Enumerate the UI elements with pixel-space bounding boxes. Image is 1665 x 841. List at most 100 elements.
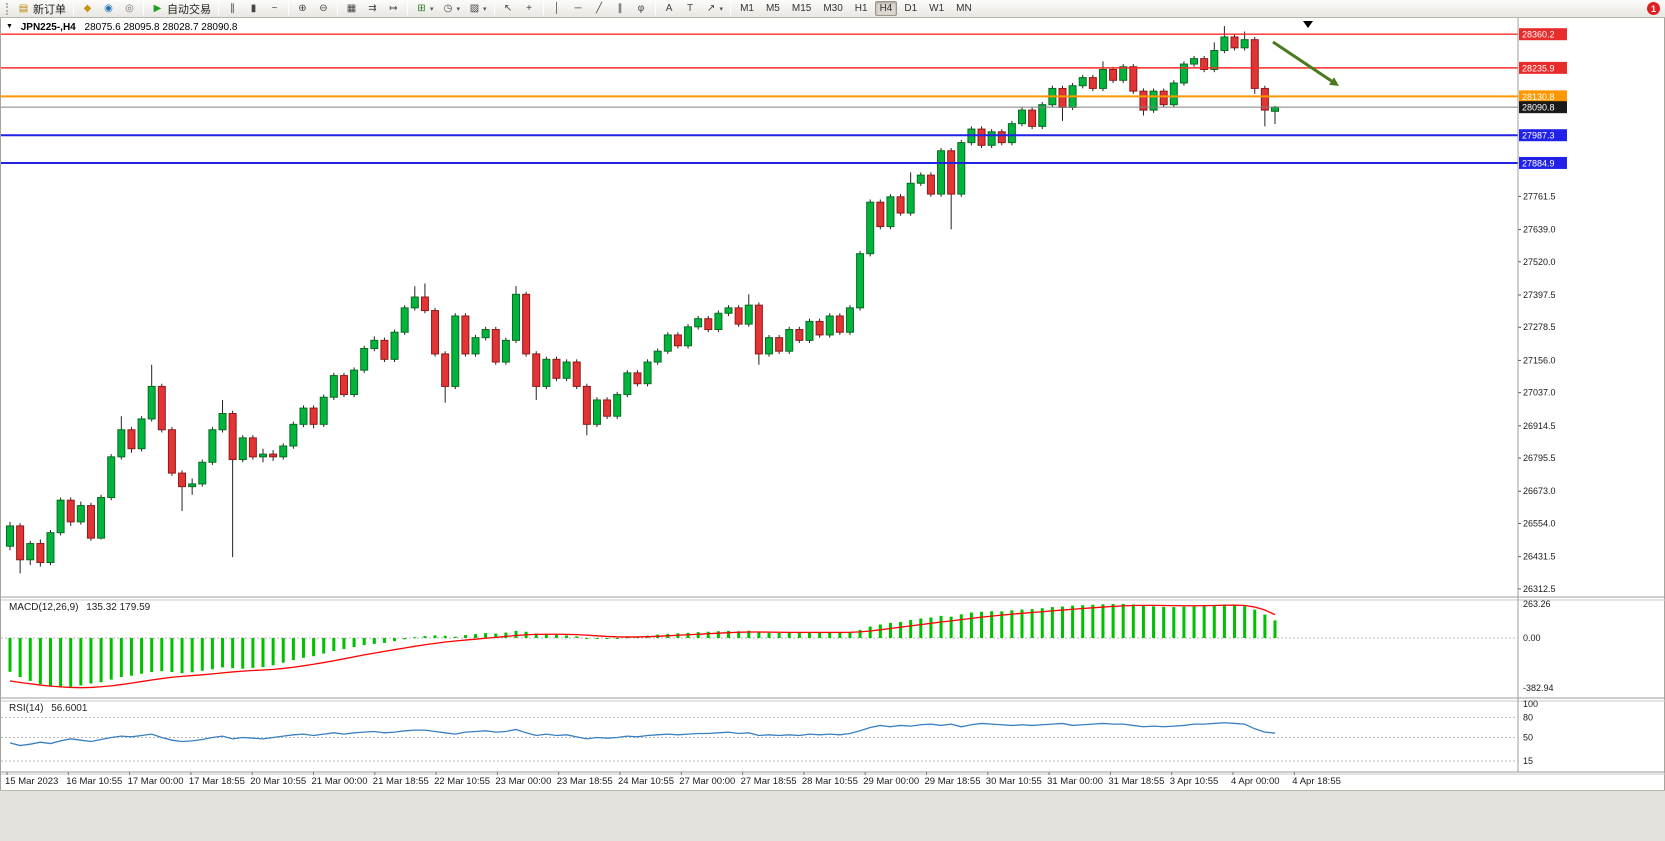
- auto-scroll-button[interactable]: ⇉: [362, 1, 383, 17]
- main-toolbar: ▤ 新订单 ◆ ◉ ◎ ▶ 自动交易 ∥ ▮ ~ ⊕ ⊖ ▦ ⇉ ↦ ⊞ ▾ ◷ ▾ ▨ ▾ ↖ + │ ─ ╱ ∥ φ A T ↗ ▾ M1…: [0, 0, 1665, 18]
- equidistant-channel-button[interactable]: ∥: [610, 1, 631, 17]
- macd-axis-label: 0.00: [1523, 633, 1541, 643]
- timeframe-m1-button[interactable]: M1: [735, 1, 759, 16]
- price-tick-label: 27156.0: [1523, 355, 1556, 365]
- rsi-axis-label: 50: [1523, 733, 1533, 743]
- dropdown-arrow-icon: ▾: [456, 5, 461, 13]
- time-axis-label: 21 Mar 18:55: [373, 776, 429, 787]
- timeframe-d1-button[interactable]: D1: [899, 1, 922, 16]
- rsi-axis-label: 80: [1523, 712, 1533, 722]
- time-axis-label: 4 Apr 18:55: [1292, 776, 1341, 787]
- dropdown-arrow-icon: ▾: [430, 5, 434, 13]
- vertical-line-button[interactable]: │: [547, 1, 568, 17]
- text-label-button[interactable]: T: [680, 1, 701, 17]
- resistance-line-28235-label-box: [1519, 61, 1567, 74]
- crosshair-button[interactable]: +: [519, 1, 540, 17]
- rsi-axis-label: 100: [1523, 699, 1538, 709]
- price-tick-label: 26673.0: [1523, 486, 1556, 496]
- trendline-button[interactable]: ╱: [589, 1, 610, 17]
- line-chart-button[interactable]: ~: [264, 1, 285, 17]
- toolbar-separator: [337, 2, 338, 15]
- candlestick-series[interactable]: [6, 26, 1279, 574]
- templates-icon: ▨: [469, 3, 480, 14]
- time-axis[interactable]: 15 Mar 2023 16 Mar 10:55 17 Mar 00:00 17 Ma…: [5, 772, 1341, 787]
- price-tick-label: 26554.0: [1523, 518, 1556, 528]
- resistance-line-28235-price-label: 28235.9: [1522, 63, 1555, 73]
- text-button[interactable]: A: [659, 1, 680, 17]
- price-axis[interactable]: 27761.5 27639.0 27520.0 27397.5 27278.5 27156…: [1518, 191, 1556, 594]
- timeframe-w1-button[interactable]: W1: [924, 1, 949, 16]
- crosshair-icon: +: [526, 3, 532, 14]
- toolbar-separator: [542, 2, 544, 15]
- timeframe-m15-button[interactable]: M15: [787, 1, 816, 16]
- toolbar-separator: [73, 2, 74, 15]
- macd-axis-label: 263.26: [1523, 599, 1551, 609]
- support-line-27884-label-box: [1519, 156, 1567, 169]
- rsi-indicator-value: 56.6001: [51, 703, 88, 714]
- toolbar-separator: [654, 2, 656, 15]
- toolbar-button-groups: ▤ 新订单 ◆ ◉ ◎ ▶ 自动交易 ∥ ▮ ~ ⊕ ⊖ ▦ ⇉ ↦ ⊞ ▾ ◷ ▾ ▨ ▾ ↖ + │ ─ ╱ ∥ φ A T ↗ ▾: [13, 0, 727, 18]
- new-order-button[interactable]: ▤ 新订单: [13, 1, 70, 17]
- time-axis-label: 29 Mar 00:00: [863, 776, 919, 787]
- time-axis-label: 22 Mar 10:55: [434, 776, 490, 787]
- tile-windows-button[interactable]: ▦: [341, 1, 362, 17]
- periods-icon: ◷: [443, 3, 453, 14]
- templates-button[interactable]: ▨ ▾: [464, 1, 491, 17]
- horizontal-line-button[interactable]: ─: [568, 1, 589, 17]
- toolbar-grip[interactable]: [6, 2, 10, 15]
- price-tick-label: 27520.0: [1523, 257, 1556, 267]
- time-axis-label: 27 Mar 18:55: [741, 776, 797, 787]
- chart-title-bar: ▼ JPN225-,H4 28075.6 28095.8 28028.7 280…: [6, 22, 237, 33]
- new-order-label: 新订单: [33, 3, 66, 16]
- chart-symbol-period: JPN225-,H4: [20, 22, 76, 33]
- time-axis-label: 31 Mar 00:00: [1047, 776, 1103, 787]
- timeframe-mn-button[interactable]: MN: [951, 1, 977, 16]
- bar-chart-button[interactable]: ∥: [222, 1, 243, 17]
- vertical-line-icon: │: [553, 3, 561, 14]
- resistance-line-28360-price-label: 28360.2: [1522, 30, 1555, 40]
- trend-arrow-annotation[interactable]: [1272, 40, 1339, 86]
- toolbar-separator: [407, 2, 408, 15]
- horizontal-line-icon: ─: [574, 3, 582, 14]
- auto-trading-label: 自动交易: [167, 3, 211, 16]
- indicators-button[interactable]: ⊞ ▾: [411, 1, 438, 17]
- info-icon-button[interactable]: ◎: [119, 1, 140, 17]
- time-axis-label: 30 Mar 10:55: [986, 776, 1042, 787]
- toolbar-separator: [288, 2, 289, 15]
- macd-indicator-label: MACD(12,26,9): [9, 602, 79, 613]
- market-icon-button[interactable]: ◆: [77, 1, 98, 17]
- community-icon-button[interactable]: ◉: [98, 1, 119, 17]
- candlestick-chart-button[interactable]: ▮: [243, 1, 264, 17]
- periods-button[interactable]: ◷ ▾: [438, 1, 465, 17]
- price-tick-label: 27639.0: [1523, 225, 1556, 235]
- timeframe-m30-button[interactable]: M30: [818, 1, 847, 16]
- text-label-icon: T: [686, 3, 694, 14]
- time-axis-label: 20 Mar 10:55: [250, 776, 306, 787]
- one-click-collapse-icon[interactable]: ▼: [6, 23, 13, 30]
- rsi-axis-label: 15: [1523, 756, 1533, 766]
- window-bottom-area: [0, 790, 1665, 841]
- zoom-in-button[interactable]: ⊕: [292, 1, 313, 17]
- price-tick-label: 26795.5: [1523, 453, 1556, 463]
- auto-trading-button[interactable]: ▶ 自动交易: [147, 1, 215, 17]
- chart-shift-button[interactable]: ↦: [383, 1, 404, 17]
- dropdown-arrow-icon: ▾: [483, 5, 487, 13]
- price-tick-label: 27037.0: [1523, 388, 1556, 398]
- timeframe-m5-button[interactable]: M5: [761, 1, 785, 16]
- text-icon: A: [665, 3, 673, 14]
- chart-shift-marker-icon[interactable]: [1303, 21, 1313, 28]
- fibonacci-button[interactable]: φ: [631, 1, 652, 17]
- arrows-button[interactable]: ↗ ▾: [701, 1, 728, 17]
- timeframe-h4-button[interactable]: H4: [874, 1, 898, 16]
- timeframe-h1-button[interactable]: H1: [850, 1, 873, 16]
- chart-window: 28360.2 28235.9 28130.8 28090.8 27987.3 27884…: [0, 18, 1665, 790]
- time-axis-label: 29 Mar 18:55: [925, 776, 981, 787]
- arrows-icon: ↗: [706, 3, 716, 14]
- zoom-out-button[interactable]: ⊖: [313, 1, 334, 17]
- notification-badge[interactable]: 1: [1647, 2, 1660, 15]
- cursor-button[interactable]: ↖: [498, 1, 519, 17]
- time-axis-label: 24 Mar 10:55: [618, 776, 674, 787]
- toolbar-separator: [218, 2, 219, 15]
